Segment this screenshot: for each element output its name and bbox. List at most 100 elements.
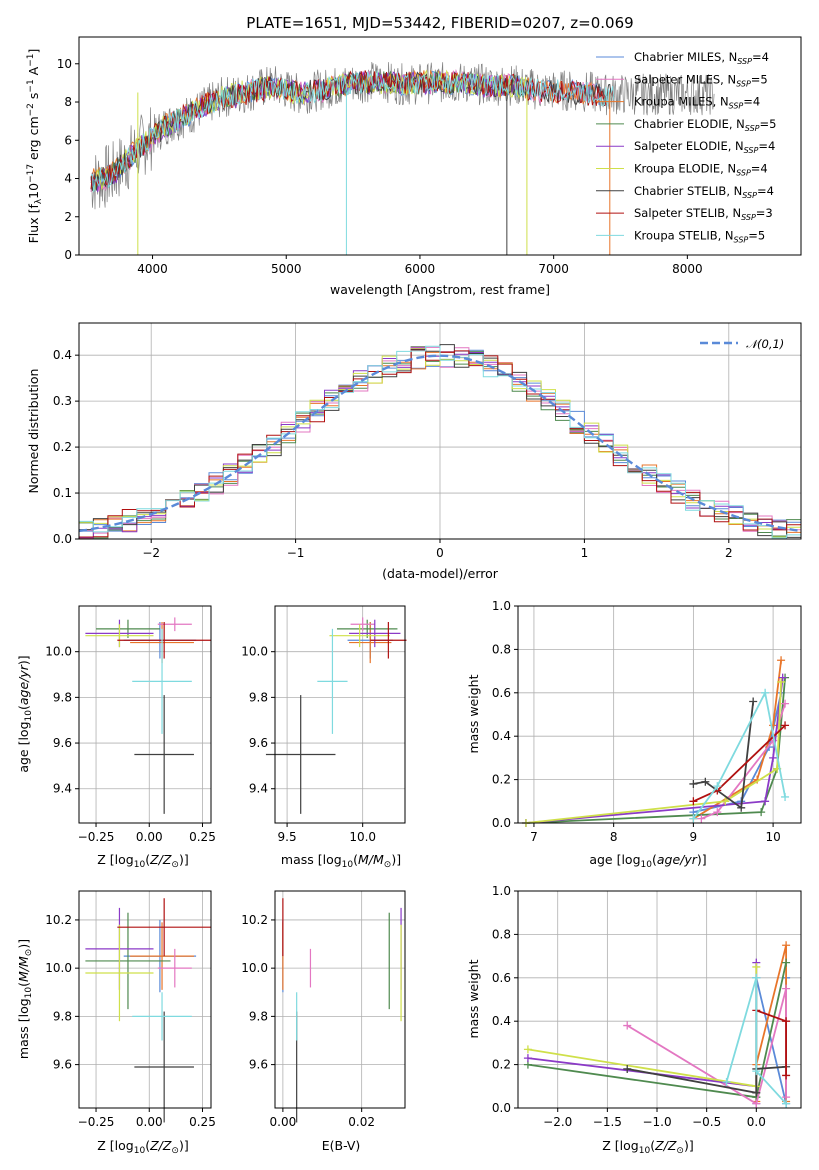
age-weight-xtick-label: 8 [610,830,618,844]
age-weight-point-marker [781,699,790,708]
age-weight-point-marker [761,797,770,806]
legend-label: Kroupa STELIB, NSSP=5 [634,228,765,244]
spectrum-axes-frame [78,36,802,256]
age-weight-point-marker [777,677,786,686]
legend-label: Chabrier STELIB, NSSP=4 [634,184,774,200]
z-mass-ylabel: mass [log10(M/M⊙)] [16,939,34,1059]
legend-label: Salpeter STELIB, NSSP=3 [634,206,773,222]
z-weight-point-marker [782,941,791,950]
ebv-mass-ytick-label: 10.0 [241,961,268,975]
spectrum-xtick-label: 6000 [405,262,436,276]
legend-label: Kroupa ELODIE, NSSP=4 [634,162,768,178]
spectrum-title: PLATE=1651, MJD=53442, FIBERID=0207, z=0… [246,14,633,32]
z-age-ytick-label: 10.0 [45,645,72,659]
age-weight-point-marker [778,673,787,682]
z-weight-plot: −2.0 −1.5 −1.0 −0.5 0.0 0.0 0.2 0.4 0.6 0.8 1.0 [492,884,802,1129]
z-weight-point-marker [752,962,761,971]
z-weight-point-marker [623,1064,632,1073]
age-weight-point-marker [757,808,766,817]
z-age-plot: −0.25 0.00 0.25 9.4 9.6 9.8 10.0 [45,605,216,844]
z-weight-point-marker [782,958,791,967]
age-weight-xtick-label: 10 [765,830,780,844]
hist-ytick-label: 0.4 [53,348,72,362]
mass-age-ytick-label: 9.8 [249,690,268,704]
histogram-step [79,345,801,539]
legend-label: Chabrier ELODIE, NSSP=5 [634,117,776,133]
age-weight-ytick-label: 0.2 [492,773,511,787]
z-weight-series-line [627,1065,787,1094]
age-weight-ytick-label: 0.8 [492,642,511,656]
residual-histogram-plot: −2 −1 0 1 2 0.0 0.1 0.2 0.3 0.4 𝒩(0,1) [53,322,802,560]
age-weight-ytick-label: 0.0 [492,816,511,830]
legend-label: Salpeter ELODIE, NSSP=4 [634,139,775,155]
spectrum-xtick-label: 8000 [672,262,703,276]
hist-xtick-label: 0 [436,546,444,560]
z-age-xtick-label: −0.25 [78,830,115,844]
ebv-mass-xtick-label: 0.00 [270,1115,297,1129]
age-weight-series-line [525,677,784,824]
age-weight-ylabel: mass weight [466,674,481,753]
age-weight-point-marker [689,797,698,806]
age-weight-series-line [693,701,755,810]
z-age-ytick-label: 9.6 [53,736,72,750]
age-weight-xtick-label: 7 [530,830,538,844]
z-age-xtick-label: 0.25 [189,830,216,844]
z-weight-xtick-label: −1.0 [642,1115,671,1129]
hist-xtick-label: 2 [725,546,733,560]
hist-ytick-label: 0.2 [53,440,72,454]
z-weight-xtick-label: −0.5 [692,1115,721,1129]
z-weight-ytick-label: 0.8 [492,927,511,941]
z-weight-ytick-label: 0.6 [492,971,511,985]
age-weight-point-marker [761,688,770,697]
age-weight-point-marker [777,656,786,665]
z-weight-point-marker [782,1071,791,1080]
age-weight-point-marker [749,697,758,706]
gaussian-reference-curve [78,354,802,533]
z-weight-point-marker [782,984,791,993]
age-weight-point-marker [689,779,698,788]
spectrum-ytick-label: 2 [64,210,72,224]
hist-ytick-label: 0.1 [53,486,72,500]
spectrum-ylabel: Flux [fλ10−17 erg cm−2 s−1 A−1] [26,49,44,244]
spectrum-xtick-label: 5000 [271,262,302,276]
age-weight-point-marker [737,803,746,812]
hist-xtick-label: −1 [287,546,305,560]
z-weight-point-marker [722,1077,731,1086]
z-mass-xtick-label: 0.00 [136,1115,163,1129]
z-mass-xlabel: Z [log10(Z/Z⊙)] [97,1138,188,1156]
spectrum-xlabel: wavelength [Angstrom, rest frame] [330,282,550,297]
age-weight-plot: 7 8 9 10 0.0 0.2 0.4 0.6 0.8 1.0 [492,599,802,844]
ebv-mass-ytick-label: 10.2 [241,913,268,927]
z-mass-ytick-label: 10.0 [45,961,72,975]
ebv-mass-plot: 0.00 0.02 9.6 9.8 10.0 10.2 [241,890,406,1129]
spectrum-xtick-label: 7000 [538,262,569,276]
z-mass-ytick-label: 9.8 [53,1009,72,1023]
age-weight-point-marker [781,792,790,801]
hist-xtick-label: 1 [581,546,589,560]
age-weight-point-marker [721,797,730,806]
age-weight-series-line [693,692,782,813]
spectrum-xtick-label: 4000 [137,262,168,276]
age-weight-series-line [525,677,786,824]
legend-label: Salpeter MILES, NSSP=5 [634,72,768,88]
age-weight-xlabel: age [log10(age/yr)] [589,852,706,870]
age-weight-point-marker [689,814,698,823]
age-weight-ytick-label: 0.6 [492,686,511,700]
z-age-ylabel: age [log10(age/yr)] [16,655,34,772]
z-weight-point-marker [523,1054,532,1063]
z-mass-ytick-label: 10.2 [45,913,72,927]
z-weight-point-marker [623,1021,632,1030]
z-weight-xtick-label: 0.0 [747,1115,766,1129]
spectrum-ytick-label: 8 [64,95,72,109]
z-weight-point-marker [752,1088,761,1097]
z-weight-axes-frame [517,890,802,1109]
spectrum-ytick-label: 4 [64,172,72,186]
mass-age-ytick-label: 10.0 [241,645,268,659]
z-weight-xtick-label: −1.5 [593,1115,622,1129]
z-mass-xtick-label: −0.25 [78,1115,115,1129]
hist-ytick-label: 0.3 [53,394,72,408]
z-weight-ylabel: mass weight [466,959,481,1038]
histogram-ylabel: Normed distribution [26,369,41,494]
spectrum-ytick-label: 10 [57,57,72,71]
z-mass-xtick-label: 0.25 [189,1115,216,1129]
